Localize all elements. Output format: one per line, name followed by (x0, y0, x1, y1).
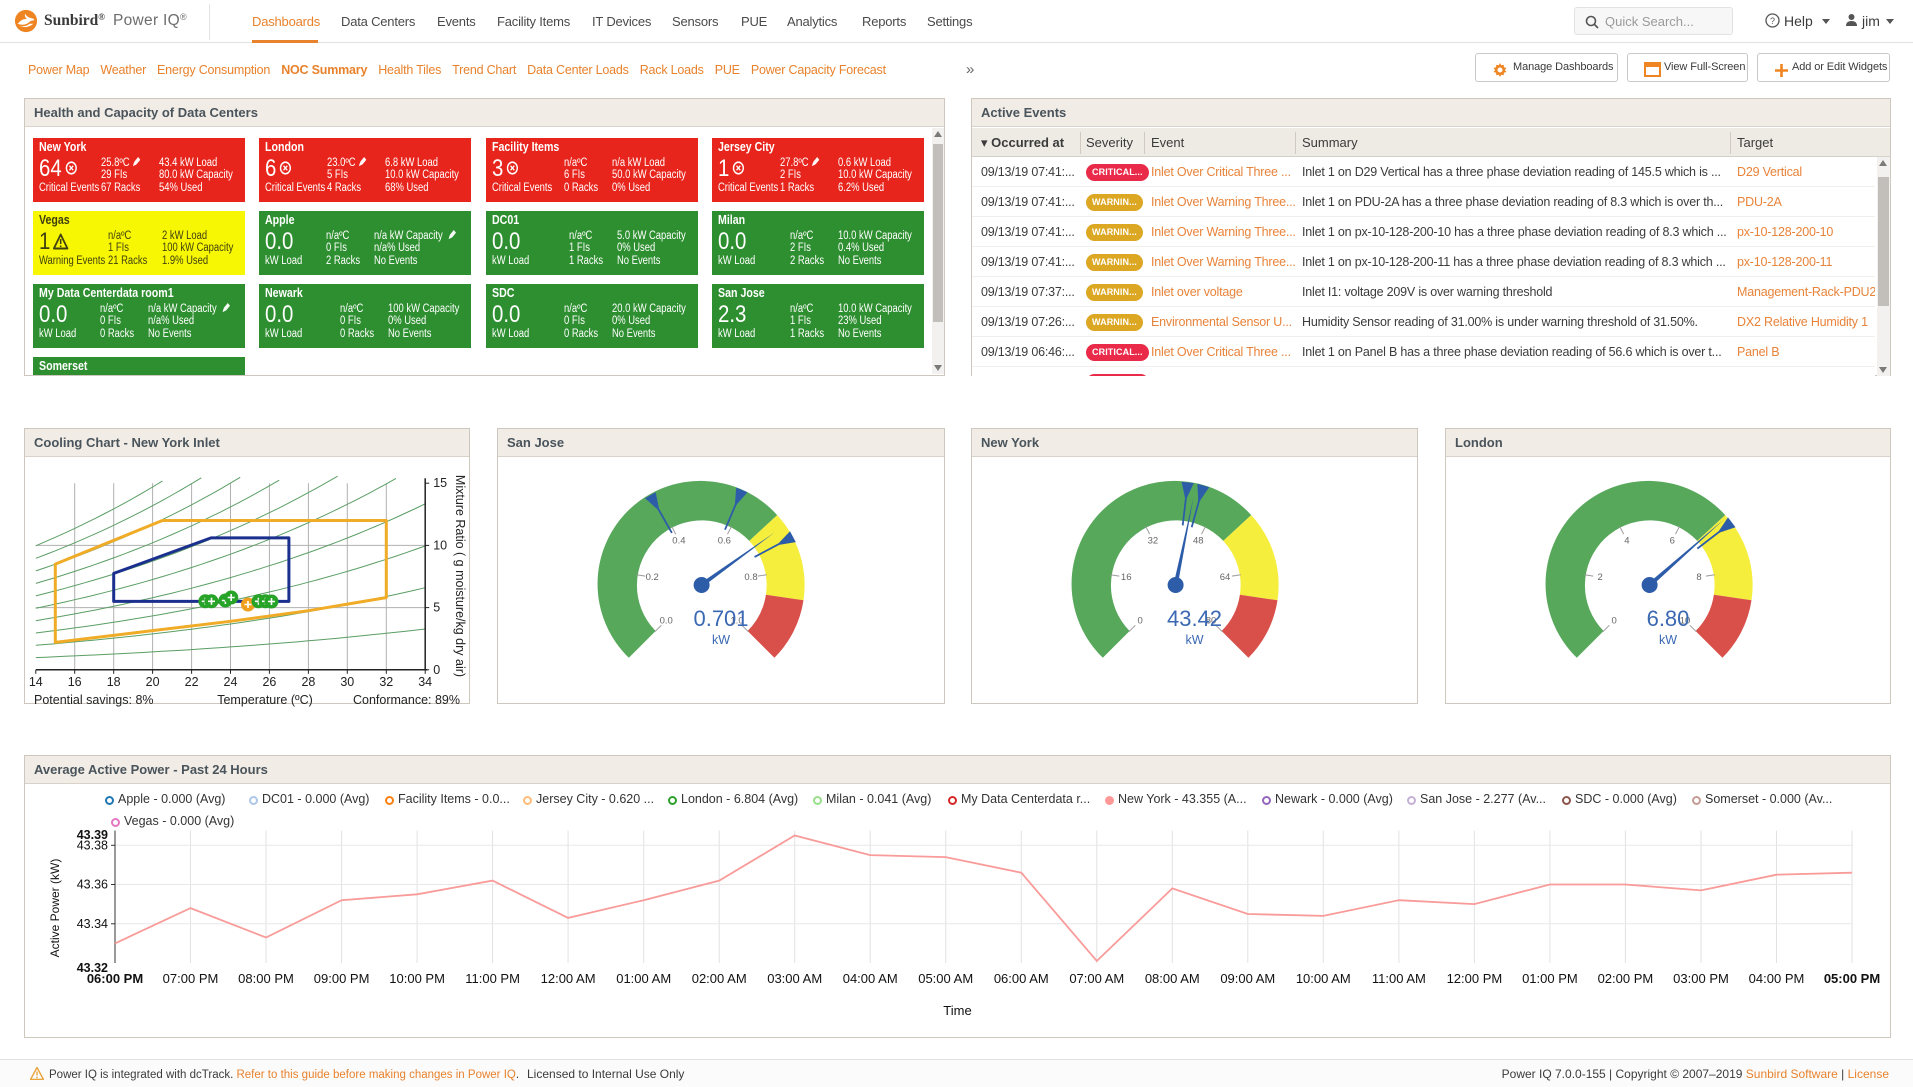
svg-text:10:00 PM: 10:00 PM (389, 971, 445, 986)
svg-text:48: 48 (1193, 535, 1204, 546)
svg-text:01:00 AM: 01:00 AM (616, 971, 671, 986)
svg-text:8: 8 (1696, 572, 1701, 583)
svg-text:06:00 AM: 06:00 AM (994, 971, 1049, 986)
svg-text:26: 26 (262, 675, 276, 689)
svg-text:16: 16 (1121, 572, 1132, 583)
svg-text:05:00 AM: 05:00 AM (918, 971, 973, 986)
svg-text:06:00 PM: 06:00 PM (87, 971, 143, 986)
svg-text:43.38: 43.38 (77, 838, 108, 852)
svg-text:05:00 PM: 05:00 PM (1824, 971, 1880, 986)
svg-text:09:00 AM: 09:00 AM (1220, 971, 1275, 986)
svg-text:0: 0 (433, 663, 440, 677)
svg-text:10: 10 (1680, 615, 1691, 626)
svg-text:6: 6 (1670, 535, 1675, 546)
svg-text:0: 0 (1138, 615, 1143, 626)
svg-text:4: 4 (1624, 535, 1629, 546)
svg-text:2: 2 (1598, 572, 1603, 583)
svg-text:43.39: 43.39 (77, 828, 108, 842)
svg-text:28: 28 (301, 675, 315, 689)
svg-text:03:00 PM: 03:00 PM (1673, 971, 1729, 986)
svg-text:0.8: 0.8 (744, 572, 757, 583)
svg-text:07:00 AM: 07:00 AM (1069, 971, 1124, 986)
svg-text:10: 10 (433, 538, 447, 552)
svg-text:10:00 AM: 10:00 AM (1296, 971, 1351, 986)
svg-text:24: 24 (224, 675, 238, 689)
svg-text:04:00 PM: 04:00 PM (1749, 971, 1805, 986)
svg-text:18: 18 (107, 675, 121, 689)
svg-text:20: 20 (146, 675, 160, 689)
svg-text:08:00 PM: 08:00 PM (238, 971, 294, 986)
svg-text:43.36: 43.36 (77, 878, 108, 892)
svg-text:07:00 PM: 07:00 PM (163, 971, 219, 986)
svg-text:02:00 AM: 02:00 AM (692, 971, 747, 986)
svg-text:43.34: 43.34 (77, 917, 108, 931)
svg-text:0.2: 0.2 (646, 572, 659, 583)
svg-text:80: 80 (1206, 615, 1217, 626)
svg-text:16: 16 (68, 675, 82, 689)
svg-text:0: 0 (1612, 615, 1617, 626)
svg-text:34: 34 (418, 675, 432, 689)
svg-text:04:00 AM: 04:00 AM (843, 971, 898, 986)
svg-text:64: 64 (1220, 572, 1231, 583)
svg-text:12:00 AM: 12:00 AM (541, 971, 596, 986)
svg-text:14: 14 (29, 675, 43, 689)
svg-text:15: 15 (433, 476, 447, 490)
svg-text:5: 5 (433, 601, 440, 615)
svg-text:02:00 PM: 02:00 PM (1598, 971, 1654, 986)
svg-text:32: 32 (1148, 535, 1159, 546)
svg-text:09:00 PM: 09:00 PM (314, 971, 370, 986)
svg-text:?: ? (1770, 16, 1775, 26)
svg-text:0.0: 0.0 (660, 615, 673, 626)
svg-text:32: 32 (379, 675, 393, 689)
svg-text:08:00 AM: 08:00 AM (1145, 971, 1200, 986)
svg-text:03:00 AM: 03:00 AM (767, 971, 822, 986)
svg-text:01:00 PM: 01:00 PM (1522, 971, 1578, 986)
svg-text:43.32: 43.32 (77, 961, 108, 975)
svg-text:30: 30 (340, 675, 354, 689)
svg-text:1.0: 1.0 (730, 615, 743, 626)
svg-text:Mixture Ratio ( g moisture/kg: Mixture Ratio ( g moisture/kg dry air) (453, 475, 467, 677)
svg-text:11:00 AM: 11:00 AM (1372, 971, 1426, 986)
svg-text:0.6: 0.6 (718, 535, 731, 546)
svg-text:12:00 PM: 12:00 PM (1447, 971, 1503, 986)
svg-text:11:00 PM: 11:00 PM (465, 971, 520, 986)
svg-text:0.4: 0.4 (672, 535, 685, 546)
svg-text:22: 22 (185, 675, 199, 689)
